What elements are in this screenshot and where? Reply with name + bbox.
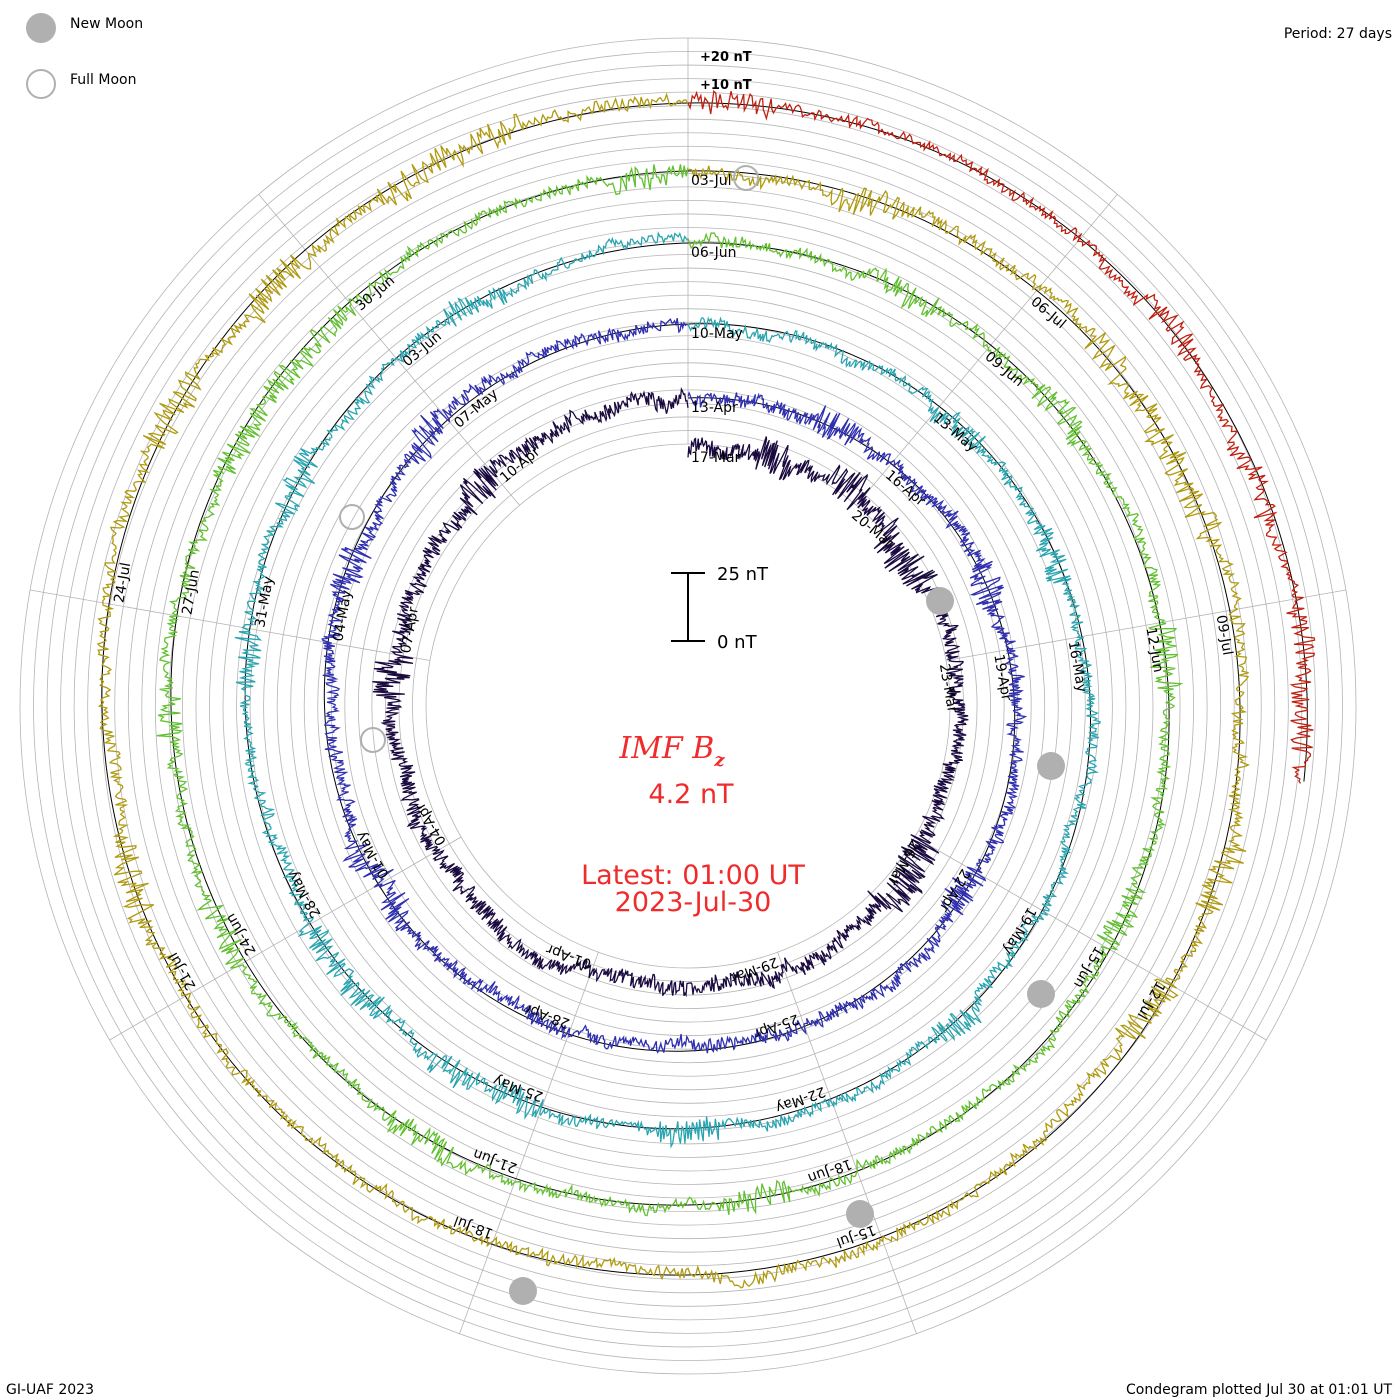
date-label: 16-May — [1065, 640, 1090, 694]
moon-markers — [339, 165, 1065, 1305]
date-label: 10-May — [691, 326, 743, 342]
chart-title-main: IMF B — [618, 731, 714, 766]
date-label: 18-Jul — [452, 1212, 496, 1241]
grid-spoke — [777, 952, 917, 1334]
series-trace — [321, 317, 1028, 1054]
grid-spoke — [109, 836, 462, 1041]
scale-plus20-label: +20 nT — [700, 50, 752, 65]
series-trace — [372, 387, 969, 998]
date-label: 24-Jun — [223, 910, 260, 957]
current-value: 4.2 nT — [648, 779, 734, 810]
scale-bar-top-label: 25 nT — [717, 564, 769, 585]
series-trace — [156, 164, 1184, 1217]
grid-spoke — [856, 194, 1118, 506]
scale-plus10-label: +10 nT — [700, 78, 752, 93]
reference-spiral — [101, 102, 1241, 1276]
series-trace — [687, 89, 1316, 784]
date-label: 12-Jun — [1142, 626, 1166, 674]
latest-date: 2023-Jul-30 — [615, 887, 772, 918]
new-moon-label: New Moon — [70, 16, 143, 32]
full-moon-marker — [733, 165, 759, 191]
grid-spokes — [30, 38, 1346, 1334]
grid-spoke — [30, 589, 431, 661]
footer-right: Condegram plotted Jul 30 at 01:01 UT — [1126, 1382, 1392, 1398]
full-moon-label: Full Moon — [70, 72, 136, 88]
date-label: 06-Jun — [691, 245, 737, 261]
date-labels: 17-Mar20-Mar23-Mar26-Mar29-Mar01-Apr04-A… — [111, 173, 1235, 1250]
latest-time: Latest: 01:00 UT — [581, 860, 805, 891]
date-label: 24-Jul — [111, 561, 134, 604]
full-moon-marker — [339, 504, 365, 530]
date-label: 03-Jul — [691, 173, 732, 189]
grid-spoke — [258, 194, 520, 506]
date-label: 13-Apr — [691, 400, 738, 416]
chart-title: IMF Bz — [618, 731, 725, 771]
chart-title-sub: z — [713, 750, 725, 771]
series-trace — [96, 92, 1251, 1289]
footer-left: GI-UAF 2023 — [6, 1382, 94, 1398]
scale-bar-bottom-label: 0 nT — [717, 632, 758, 653]
full-moon-icon — [26, 69, 56, 99]
period-label: Period: 27 days — [1284, 26, 1392, 42]
new-moon-marker — [926, 587, 954, 615]
series-traces — [96, 89, 1316, 1289]
date-label: 09-Jul — [1213, 614, 1236, 657]
new-moon-marker — [1027, 980, 1055, 1008]
grid-spoke — [459, 952, 599, 1334]
new-moon-marker — [1037, 752, 1065, 780]
new-moon-icon — [26, 13, 56, 43]
date-label: 17-Mar — [691, 450, 741, 466]
grid-ring — [344, 362, 1032, 1050]
full-moon-marker — [360, 727, 386, 753]
date-label: 23-Mar — [936, 663, 960, 715]
date-label: 27-Jun — [179, 568, 203, 616]
series-trace — [234, 231, 1101, 1149]
grid-ring — [357, 375, 1019, 1037]
date-label: 07-May — [451, 386, 501, 432]
reference-spiral — [244, 242, 1092, 1130]
date-label: 15-Jun — [1070, 943, 1107, 990]
new-moon-marker — [509, 1277, 537, 1305]
new-moon-marker — [846, 1200, 874, 1228]
reference-spiral — [323, 323, 1016, 1052]
